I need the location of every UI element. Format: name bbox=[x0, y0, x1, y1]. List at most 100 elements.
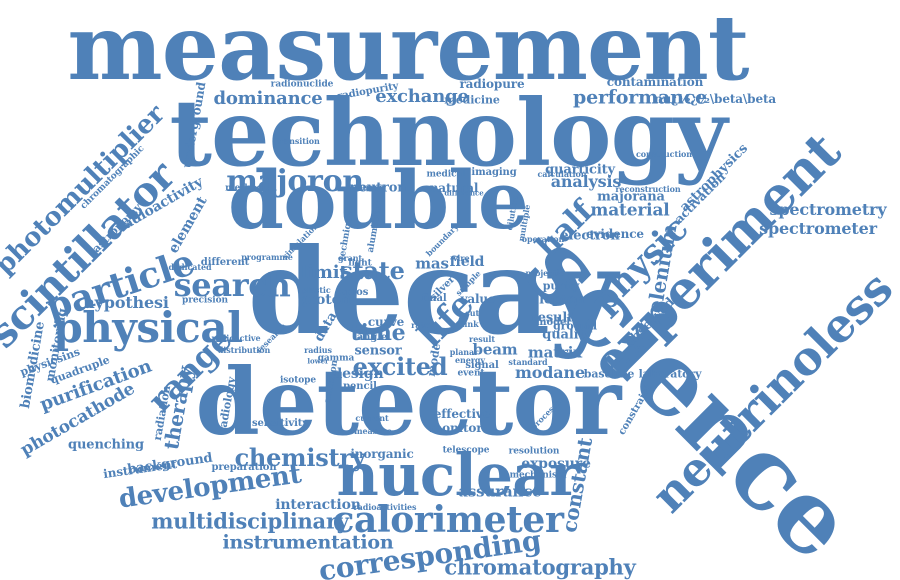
word-signal: signal bbox=[465, 360, 499, 371]
word-quality: quality bbox=[542, 327, 592, 343]
word-effective: effective bbox=[433, 407, 491, 421]
word-lepton: lepton bbox=[539, 292, 585, 308]
word-measure: measure bbox=[354, 426, 392, 436]
word-different: different bbox=[200, 257, 250, 268]
word-model: model bbox=[536, 317, 570, 328]
word-link: link bbox=[461, 319, 479, 329]
word-inorganic: inorganic bbox=[350, 447, 414, 461]
word-light: light bbox=[348, 258, 372, 269]
word-monitor: monitor bbox=[429, 421, 483, 435]
word-ground: ground bbox=[553, 319, 597, 333]
word-chromatography: chromatography bbox=[444, 554, 636, 580]
word-performance: performance bbox=[572, 86, 708, 109]
word-construction: construction bbox=[635, 149, 693, 159]
word-detector: detector bbox=[195, 348, 622, 456]
word-instrument: instrument bbox=[102, 456, 178, 482]
word-energy: energy bbox=[455, 355, 485, 365]
word-gamma: gamma bbox=[317, 353, 355, 364]
word-value: value bbox=[460, 292, 496, 306]
word-radius: radius bbox=[304, 345, 332, 355]
word-grant: grant bbox=[337, 253, 363, 263]
word-source: source bbox=[351, 183, 385, 194]
word-physical: physical bbox=[53, 303, 243, 352]
word-distribution: distribution bbox=[217, 345, 271, 355]
word-exposure: exposure bbox=[521, 456, 591, 472]
word-interaction: interaction bbox=[275, 497, 361, 513]
word-difference: difference bbox=[444, 188, 484, 198]
word-plastic: plastic bbox=[301, 285, 331, 295]
word-angle: angle bbox=[356, 332, 388, 343]
word-nu-beta-beta: nu¿½¿½\beta\beta bbox=[653, 92, 777, 106]
word-matrix: matrix bbox=[527, 343, 583, 362]
word-mechanism: mechanism bbox=[509, 470, 567, 481]
word-pencil: pencil bbox=[343, 381, 377, 392]
word-sensitivity: sensitivity bbox=[251, 418, 309, 429]
word-method: method bbox=[225, 183, 263, 194]
word-neutron: neutron bbox=[349, 180, 407, 196]
word-telescope: telescope bbox=[442, 445, 490, 456]
word-result: result bbox=[530, 310, 574, 326]
word-medicine: medicine bbox=[444, 93, 500, 107]
word-natural: natural bbox=[429, 181, 479, 195]
word-operation: operation bbox=[521, 234, 565, 244]
word-preparation: preparation bbox=[211, 462, 277, 473]
word-cmos: cmos bbox=[339, 287, 369, 298]
word-multidisciplinary: multidisciplinary bbox=[151, 508, 349, 534]
word-resolution: resolution bbox=[508, 446, 560, 457]
word-planar: planar bbox=[449, 347, 479, 357]
word-decay: decay bbox=[247, 222, 618, 361]
word-majorana: majorana bbox=[597, 189, 665, 205]
word-result-small: result bbox=[469, 334, 495, 344]
word-technology: technology bbox=[169, 79, 727, 187]
word-proton: proton bbox=[299, 292, 351, 308]
word-assurance: assurance bbox=[458, 482, 542, 501]
word-final: final bbox=[421, 293, 447, 304]
word-quarticity: quarticity bbox=[545, 162, 615, 178]
word-purity: purity bbox=[542, 279, 580, 293]
word-standard: standard bbox=[508, 357, 548, 367]
word-transition: transition bbox=[276, 136, 320, 146]
word-evidence: evidence bbox=[586, 227, 644, 241]
word-exchange: exchange bbox=[375, 86, 469, 107]
word-imaging: imaging bbox=[471, 167, 517, 178]
word-contamination: contamination bbox=[606, 75, 704, 89]
word-wire: wire bbox=[450, 253, 470, 263]
word-dedicated: dedicated bbox=[168, 262, 212, 272]
word-calorimeter: calorimeter bbox=[332, 499, 564, 541]
word-electron: electron bbox=[560, 228, 620, 244]
word-modane: modane bbox=[514, 363, 586, 382]
word-spectrometer: spectrometer bbox=[759, 219, 877, 238]
word-rate: rate bbox=[411, 320, 429, 330]
word-curve: curve bbox=[367, 315, 405, 329]
word-medical: medical bbox=[426, 169, 466, 180]
word-radionuclide: radionuclide bbox=[270, 79, 334, 90]
word-state: state bbox=[339, 256, 405, 285]
word-event: event bbox=[457, 368, 485, 379]
word-reconstruction: reconstruction bbox=[615, 184, 681, 194]
word-radioactivities: radioactivities bbox=[353, 502, 417, 512]
word-programme: programme bbox=[241, 252, 293, 262]
word-hypothesi: hypothesi bbox=[83, 293, 169, 312]
word-search: search bbox=[173, 266, 291, 304]
word-field: field bbox=[449, 254, 485, 270]
word-radioactive: radioactive bbox=[211, 333, 261, 343]
word-beam: beam bbox=[472, 340, 518, 359]
word-spectrometry: spectrometry bbox=[769, 200, 887, 219]
word-majoron: majoron bbox=[226, 164, 364, 199]
word-dominance: dominance bbox=[213, 88, 323, 109]
word-precision: precision bbox=[182, 295, 228, 306]
word-instrumentation: instrumentation bbox=[222, 531, 394, 554]
word-lower: lower bbox=[307, 356, 329, 366]
word-cut: cut bbox=[464, 308, 480, 318]
word-excited: excited bbox=[352, 352, 448, 381]
word-measurement: measurement bbox=[67, 0, 749, 101]
word-calculation: calculation bbox=[537, 169, 587, 179]
word-laboratory: laboratory bbox=[638, 367, 702, 381]
word-analysis: analysis bbox=[550, 172, 622, 191]
word-limit: limit bbox=[300, 262, 348, 283]
word-baseline: baseline bbox=[583, 367, 635, 381]
word-radiopure: radiopure bbox=[459, 77, 525, 91]
word-quenching: quenching bbox=[68, 437, 144, 453]
word-double: double bbox=[228, 153, 529, 247]
